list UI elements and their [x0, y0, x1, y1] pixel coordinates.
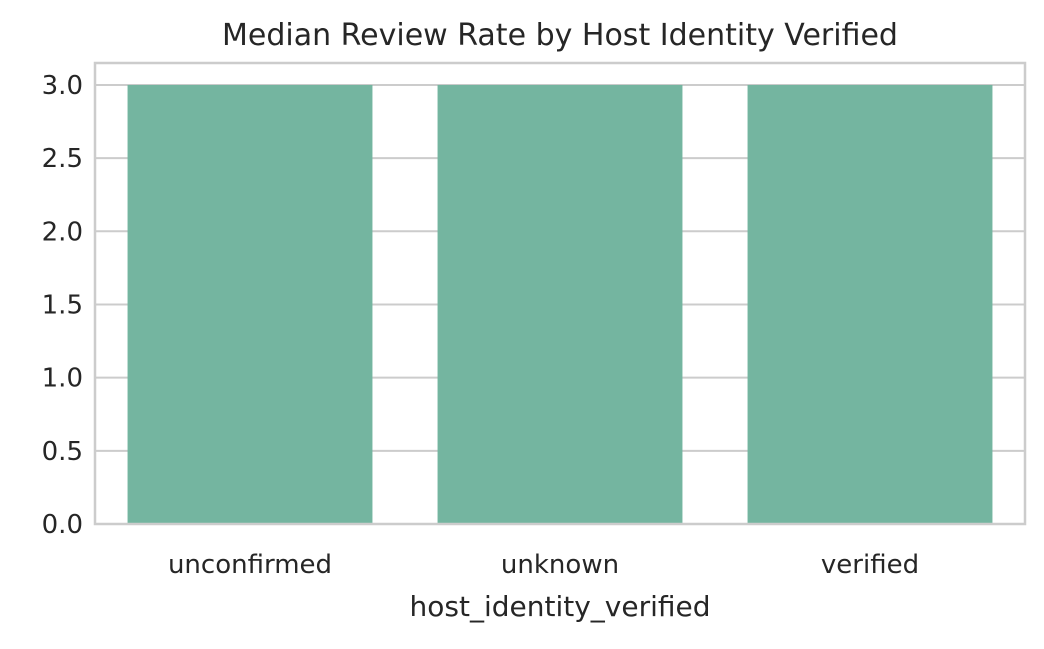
- y-tick-label: 0.5: [42, 437, 83, 467]
- plot-frame: [93, 61, 1027, 526]
- y-tick-label: 2.0: [42, 217, 83, 247]
- y-tick-label: 2.5: [42, 144, 83, 174]
- x-axis-label: host_identity_verified: [410, 590, 711, 623]
- y-tick-label: 3.0: [42, 71, 83, 101]
- x-tick-labels: unconfirmed unknown verified: [168, 550, 919, 580]
- bars: [127, 84, 993, 524]
- y-tick-label: 0.0: [42, 510, 83, 540]
- bar-unknown: [437, 84, 683, 524]
- y-tick-label: 1.0: [42, 364, 83, 394]
- axes-frame: [93, 61, 1027, 526]
- x-tick-label: unknown: [501, 550, 619, 580]
- y-tick-label: 1.5: [42, 290, 83, 320]
- bar-verified: [747, 84, 993, 524]
- chart-title: Median Review Rate by Host Identity Veri…: [222, 18, 898, 53]
- x-tick-label: unconfirmed: [168, 550, 332, 580]
- y-tick-labels: 0.0 0.5 1.0 1.5 2.0 2.5 3.0: [42, 71, 83, 540]
- bar-unconfirmed: [127, 84, 373, 524]
- x-tick-label: verified: [821, 550, 919, 580]
